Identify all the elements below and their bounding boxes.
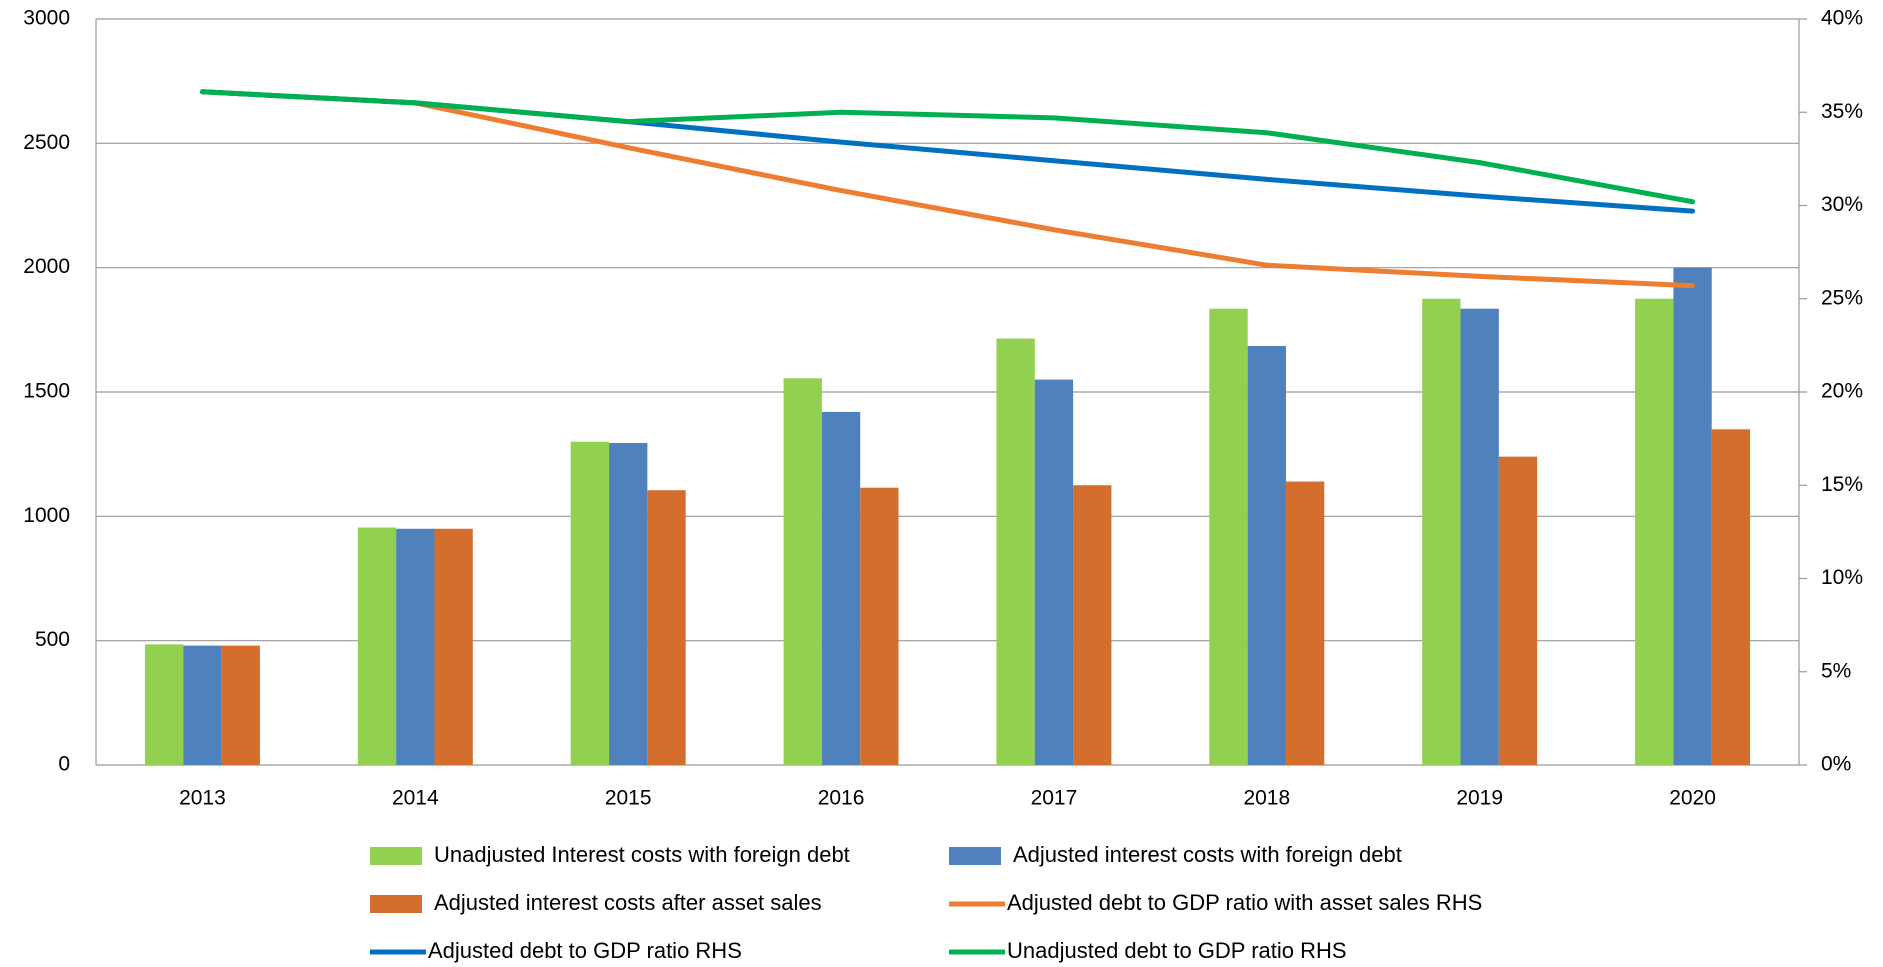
legend-label: Adjusted debt to GDP ratio with asset sa…: [1007, 890, 1482, 915]
bar: [570, 441, 610, 765]
bar: [1460, 308, 1499, 765]
bar: [821, 411, 861, 765]
bar: [1209, 308, 1248, 765]
y2-tick-label: 40%: [1821, 7, 1863, 30]
bar: [1285, 481, 1325, 765]
x-tick-label: 2013: [179, 787, 226, 810]
x-tick-label: 2017: [1031, 787, 1078, 810]
legend-swatch: [370, 895, 422, 913]
bar: [783, 378, 822, 765]
bar: [860, 487, 899, 765]
x-tick-label: 2020: [1669, 787, 1716, 810]
y-tick-label: 500: [35, 628, 70, 651]
legend-swatch: [370, 847, 422, 865]
y2-tick-label: 0%: [1821, 753, 1851, 776]
x-tick-label: 2016: [818, 787, 865, 810]
line: [199, 89, 1696, 205]
legend-label: Unadjusted debt to GDP ratio RHS: [1007, 938, 1347, 963]
y-tick-label: 1500: [23, 380, 70, 403]
bar: [1635, 298, 1674, 765]
bar: [396, 528, 435, 765]
y2-tick-label: 30%: [1821, 193, 1863, 216]
legend-label: Adjusted interest costs with foreign deb…: [1013, 842, 1402, 867]
x-tick-label: 2018: [1243, 787, 1290, 810]
bar: [144, 644, 184, 765]
bar: [1673, 267, 1712, 765]
bar: [1498, 456, 1538, 765]
y2-tick-label: 20%: [1821, 380, 1863, 403]
bar: [996, 338, 1035, 765]
bar: [1034, 379, 1074, 765]
y2-tick-label: 5%: [1821, 659, 1851, 682]
y-tick-label: 2500: [23, 131, 70, 154]
bar: [1073, 485, 1112, 765]
legend-label: Adjusted debt to GDP ratio RHS: [428, 938, 742, 963]
y-tick-label: 0: [58, 753, 70, 776]
legend-label: Adjusted interest costs after asset sale…: [434, 890, 822, 915]
x-tick-label: 2015: [605, 787, 652, 810]
y-tick-label: 3000: [23, 7, 70, 30]
x-tick-label: 2014: [392, 787, 439, 810]
legend-swatch: [949, 847, 1001, 865]
y-tick-label: 1000: [23, 504, 70, 527]
bar: [609, 442, 648, 765]
y2-tick-label: 15%: [1821, 473, 1863, 496]
y2-tick-label: 25%: [1821, 286, 1863, 309]
bar: [357, 527, 397, 765]
bar: [647, 490, 686, 765]
bar: [1422, 298, 1461, 765]
bar: [434, 528, 473, 765]
y-tick-label: 2000: [23, 255, 70, 278]
x-tick-label: 2019: [1456, 787, 1503, 810]
bar: [1711, 429, 1751, 765]
y2-tick-label: 35%: [1821, 100, 1863, 123]
bar: [183, 645, 222, 765]
line: [199, 89, 1696, 214]
y2-tick-label: 10%: [1821, 566, 1863, 589]
bar: [221, 645, 260, 765]
line: [199, 89, 1696, 289]
bar: [1247, 345, 1286, 765]
legend-label: Unadjusted Interest costs with foreign d…: [434, 842, 850, 867]
